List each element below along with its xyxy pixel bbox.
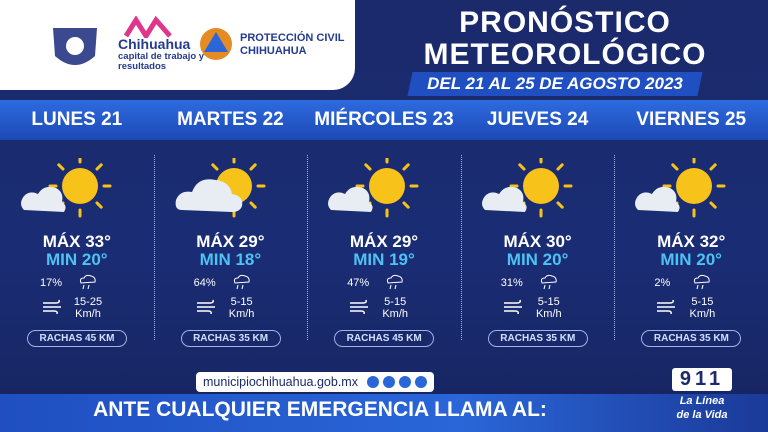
wind-unit: Km/h [535, 308, 562, 320]
wind-icon-graphic [503, 299, 522, 315]
wind-gusts: RACHAS 35 KM [180, 330, 281, 347]
wind-unit: Km/h [75, 308, 101, 320]
wind-speed: 5-15 [384, 296, 407, 308]
wind-speed: 15-25 [73, 296, 103, 308]
wind-icon-graphic [657, 299, 676, 315]
agency: PROTECCIÓN CIVIL [240, 32, 345, 44]
weather-icon [20, 154, 130, 223]
rain-icon [78, 274, 98, 295]
wind-unit: Km/h [689, 308, 716, 320]
rain-icon [692, 274, 712, 295]
column-separator [153, 155, 155, 340]
wind-gusts: RACHAS 35 KM [487, 330, 588, 347]
rain-chance: 64% [193, 277, 216, 289]
hotline-name: La Línea [679, 395, 725, 407]
date-range: DEL 21 AL 25 DE AGOSTO 2023 [427, 74, 683, 93]
rain-icon-graphic [387, 274, 403, 290]
emergency-number: 911 [672, 368, 732, 391]
min-temp: MIN 18° [199, 250, 262, 269]
wind-icon [503, 298, 525, 319]
wind-icon [656, 298, 678, 319]
footer-band [0, 394, 768, 432]
social-icons [367, 376, 427, 388]
max-temp: MÁX 32° [657, 232, 726, 251]
hotline-name: de la Vida [676, 409, 728, 421]
rain-icon-graphic [540, 274, 557, 290]
wind-icon [196, 298, 218, 319]
city: Chihuahua [118, 36, 191, 52]
weather-icon [327, 154, 437, 223]
day-column: MIÉRCOLES 23 MÁX 29° MIN 19° 47% 5-15 Km/h RAC… [307, 100, 461, 360]
day-column: LUNES 21 MÁX 33° MIN 20° 17% 15-25 Km/h RACHAS… [0, 100, 154, 360]
rain-chance: 47% [347, 277, 370, 289]
max-temp: MÁX 29° [196, 232, 265, 251]
wind-speed: 5-15 [230, 296, 253, 308]
column-separator [307, 155, 309, 340]
day-name: JUEVES 24 [486, 109, 589, 130]
rain-chance: 17% [40, 277, 63, 289]
wind-icon [349, 298, 371, 319]
rain-icon-graphic [79, 274, 96, 290]
weather-icon [481, 154, 591, 223]
min-temp: MIN 20° [46, 250, 108, 269]
wind-unit: Km/h [228, 308, 255, 320]
logo-box [0, 0, 355, 90]
wind-speed: 5-15 [691, 296, 714, 308]
wind-icon [42, 298, 64, 319]
day-column: JUEVES 24 MÁX 30° MIN 20° 31% 5-15 Km/h RACHAS… [461, 100, 615, 360]
column-separator [614, 155, 616, 340]
column-separator [460, 155, 462, 340]
title: METEOROLÓGICO [423, 38, 707, 71]
rain-icon [232, 274, 252, 295]
weather-icon-graphic [175, 154, 266, 218]
min-temp: MIN 19° [353, 250, 415, 269]
agency-city: CHIHUAHUA [240, 45, 307, 57]
rain-icon-graphic [694, 274, 711, 290]
title: PRONÓSTICO [459, 6, 671, 39]
day-name: MIÉRCOLES 23 [314, 109, 454, 130]
wind-gusts: RACHAS 45 KM [27, 330, 127, 347]
rain-icon-graphic [233, 274, 250, 290]
weather-icon-graphic [21, 154, 112, 218]
coat-of-arms [53, 28, 97, 65]
day-column: MARTES 22 MÁX 29° MIN 18° 64% 5-15 Km/h RACHAS… [154, 100, 308, 360]
max-temp: MÁX 29° [349, 232, 419, 251]
call-to-action: ANTE CUALQUIER EMERGENCIA LLAMA AL: [93, 398, 547, 421]
day-name: VIERNES 25 [636, 109, 747, 130]
wind-icon-graphic [350, 299, 369, 315]
rain-chance: 2% [654, 277, 671, 289]
weather-icon [634, 154, 744, 223]
day-column: VIERNES 25 MÁX 32° MIN 20° 2% 5-15 Km/h RACHAS… [614, 100, 768, 360]
civil-protection-logo [200, 28, 232, 60]
min-temp: MIN 20° [660, 250, 722, 269]
day-name: MARTES 22 [177, 109, 284, 130]
wind-icon-graphic [43, 299, 61, 315]
max-temp: MÁX 30° [503, 232, 572, 251]
wind-unit: Km/h [382, 308, 409, 320]
website[interactable]: municipiochihuahua.gob.mx [203, 375, 358, 389]
day-name: LUNES 21 [31, 109, 123, 130]
min-temp: MIN 20° [506, 250, 569, 269]
wind-gusts: RACHAS 35 KM [641, 330, 742, 347]
max-temp: MÁX 33° [42, 232, 111, 251]
weather-icon [174, 154, 284, 223]
city-logo [124, 16, 172, 38]
weather-icon-graphic [328, 154, 419, 218]
wind-icon-graphic [196, 299, 215, 315]
rain-icon [539, 274, 559, 295]
rain-icon [385, 274, 405, 295]
weather-icon-graphic [481, 154, 573, 218]
wind-gusts: RACHAS 45 KM [334, 330, 435, 347]
day-band [0, 100, 768, 140]
weather-icon-graphic [635, 154, 726, 218]
rain-chance: 31% [500, 277, 523, 289]
wind-speed: 5-15 [537, 296, 560, 308]
slogan: capital de trabajo y resultados [118, 51, 205, 72]
